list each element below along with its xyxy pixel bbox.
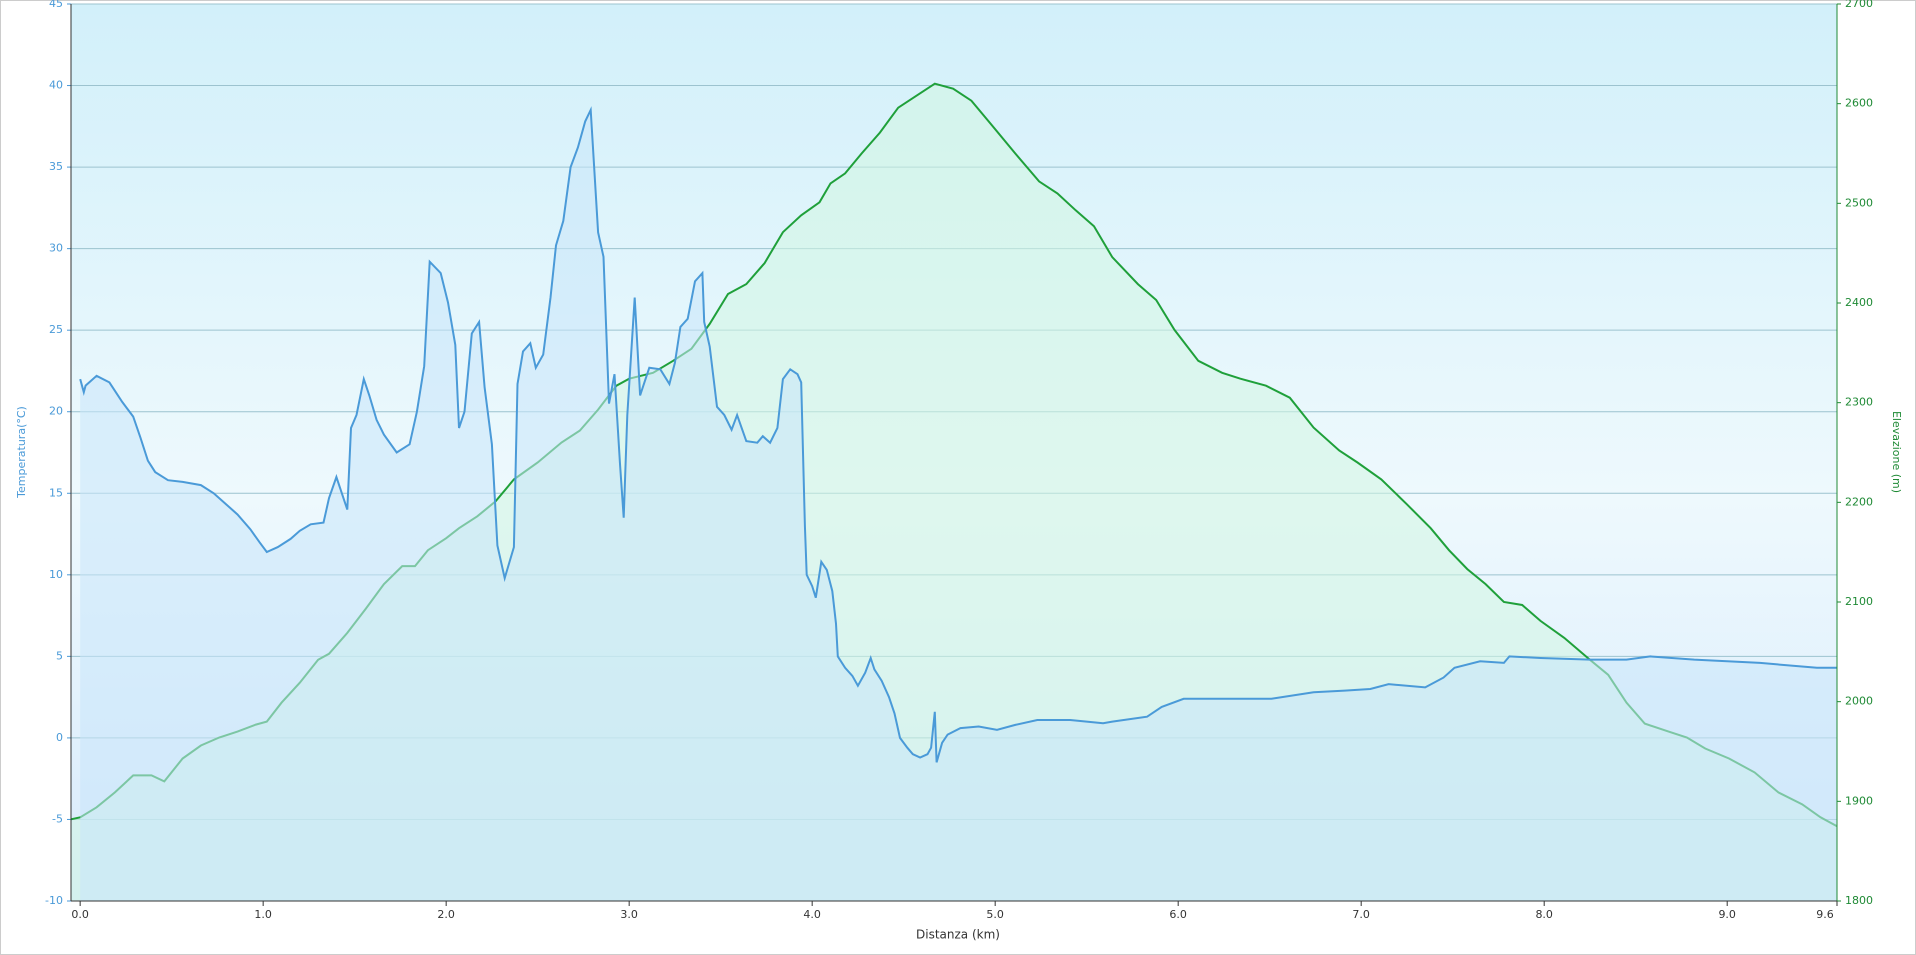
line [79,106,1837,763]
x-tick-label: 0.0 [71,908,89,921]
y-tick-label: 20 [49,405,63,418]
y-tick-label: 45 [49,0,63,10]
y2-tick-label: 2000 [1845,695,1873,708]
y2-axis-title: Elevazione (m) [1890,411,1903,493]
y-tick-label: 25 [49,323,63,336]
y2-tick-label: 2200 [1845,495,1873,508]
y-tick-label: 30 [49,242,63,255]
x-tick-label: 7.0 [1352,908,1370,921]
x-tick-label: 8.0 [1535,908,1553,921]
x-tick-label: 1.0 [254,908,272,921]
x-axis-title: Distanza (km) [916,928,1000,942]
y-axis-title: Temperatura(°C) [15,406,28,499]
y-tick-label: 40 [49,79,63,92]
x-tick-label: 2.0 [437,908,455,921]
area [80,110,1838,901]
y-tick-label: 0 [56,731,63,744]
y2-tick-label: 2400 [1845,296,1873,309]
x-tick-label: 9.6 [1816,908,1834,921]
y2-tick-label: 2700 [1845,0,1873,10]
y-tick-label: 35 [49,160,63,173]
y-tick-label: -10 [45,894,63,907]
x-tick-label: 5.0 [986,908,1004,921]
y-tick-label: 10 [49,568,63,581]
y-tick-label: 5 [56,649,63,662]
x-tick-label: 6.0 [1169,908,1187,921]
x-tick-label: 9.0 [1718,908,1736,921]
y2-tick-label: 2500 [1845,196,1873,209]
y2-tick-label: 1800 [1845,894,1873,907]
x-tick-label: 4.0 [803,908,821,921]
y2-tick-label: 2600 [1845,97,1873,110]
x-tick-label: 3.0 [620,908,638,921]
y-tick-label: 15 [49,486,63,499]
y2-tick-label: 2100 [1845,595,1873,608]
y2-tick-label: 1900 [1845,794,1873,807]
y2-tick-label: 2300 [1845,396,1873,409]
y-tick-label: -5 [52,812,63,825]
